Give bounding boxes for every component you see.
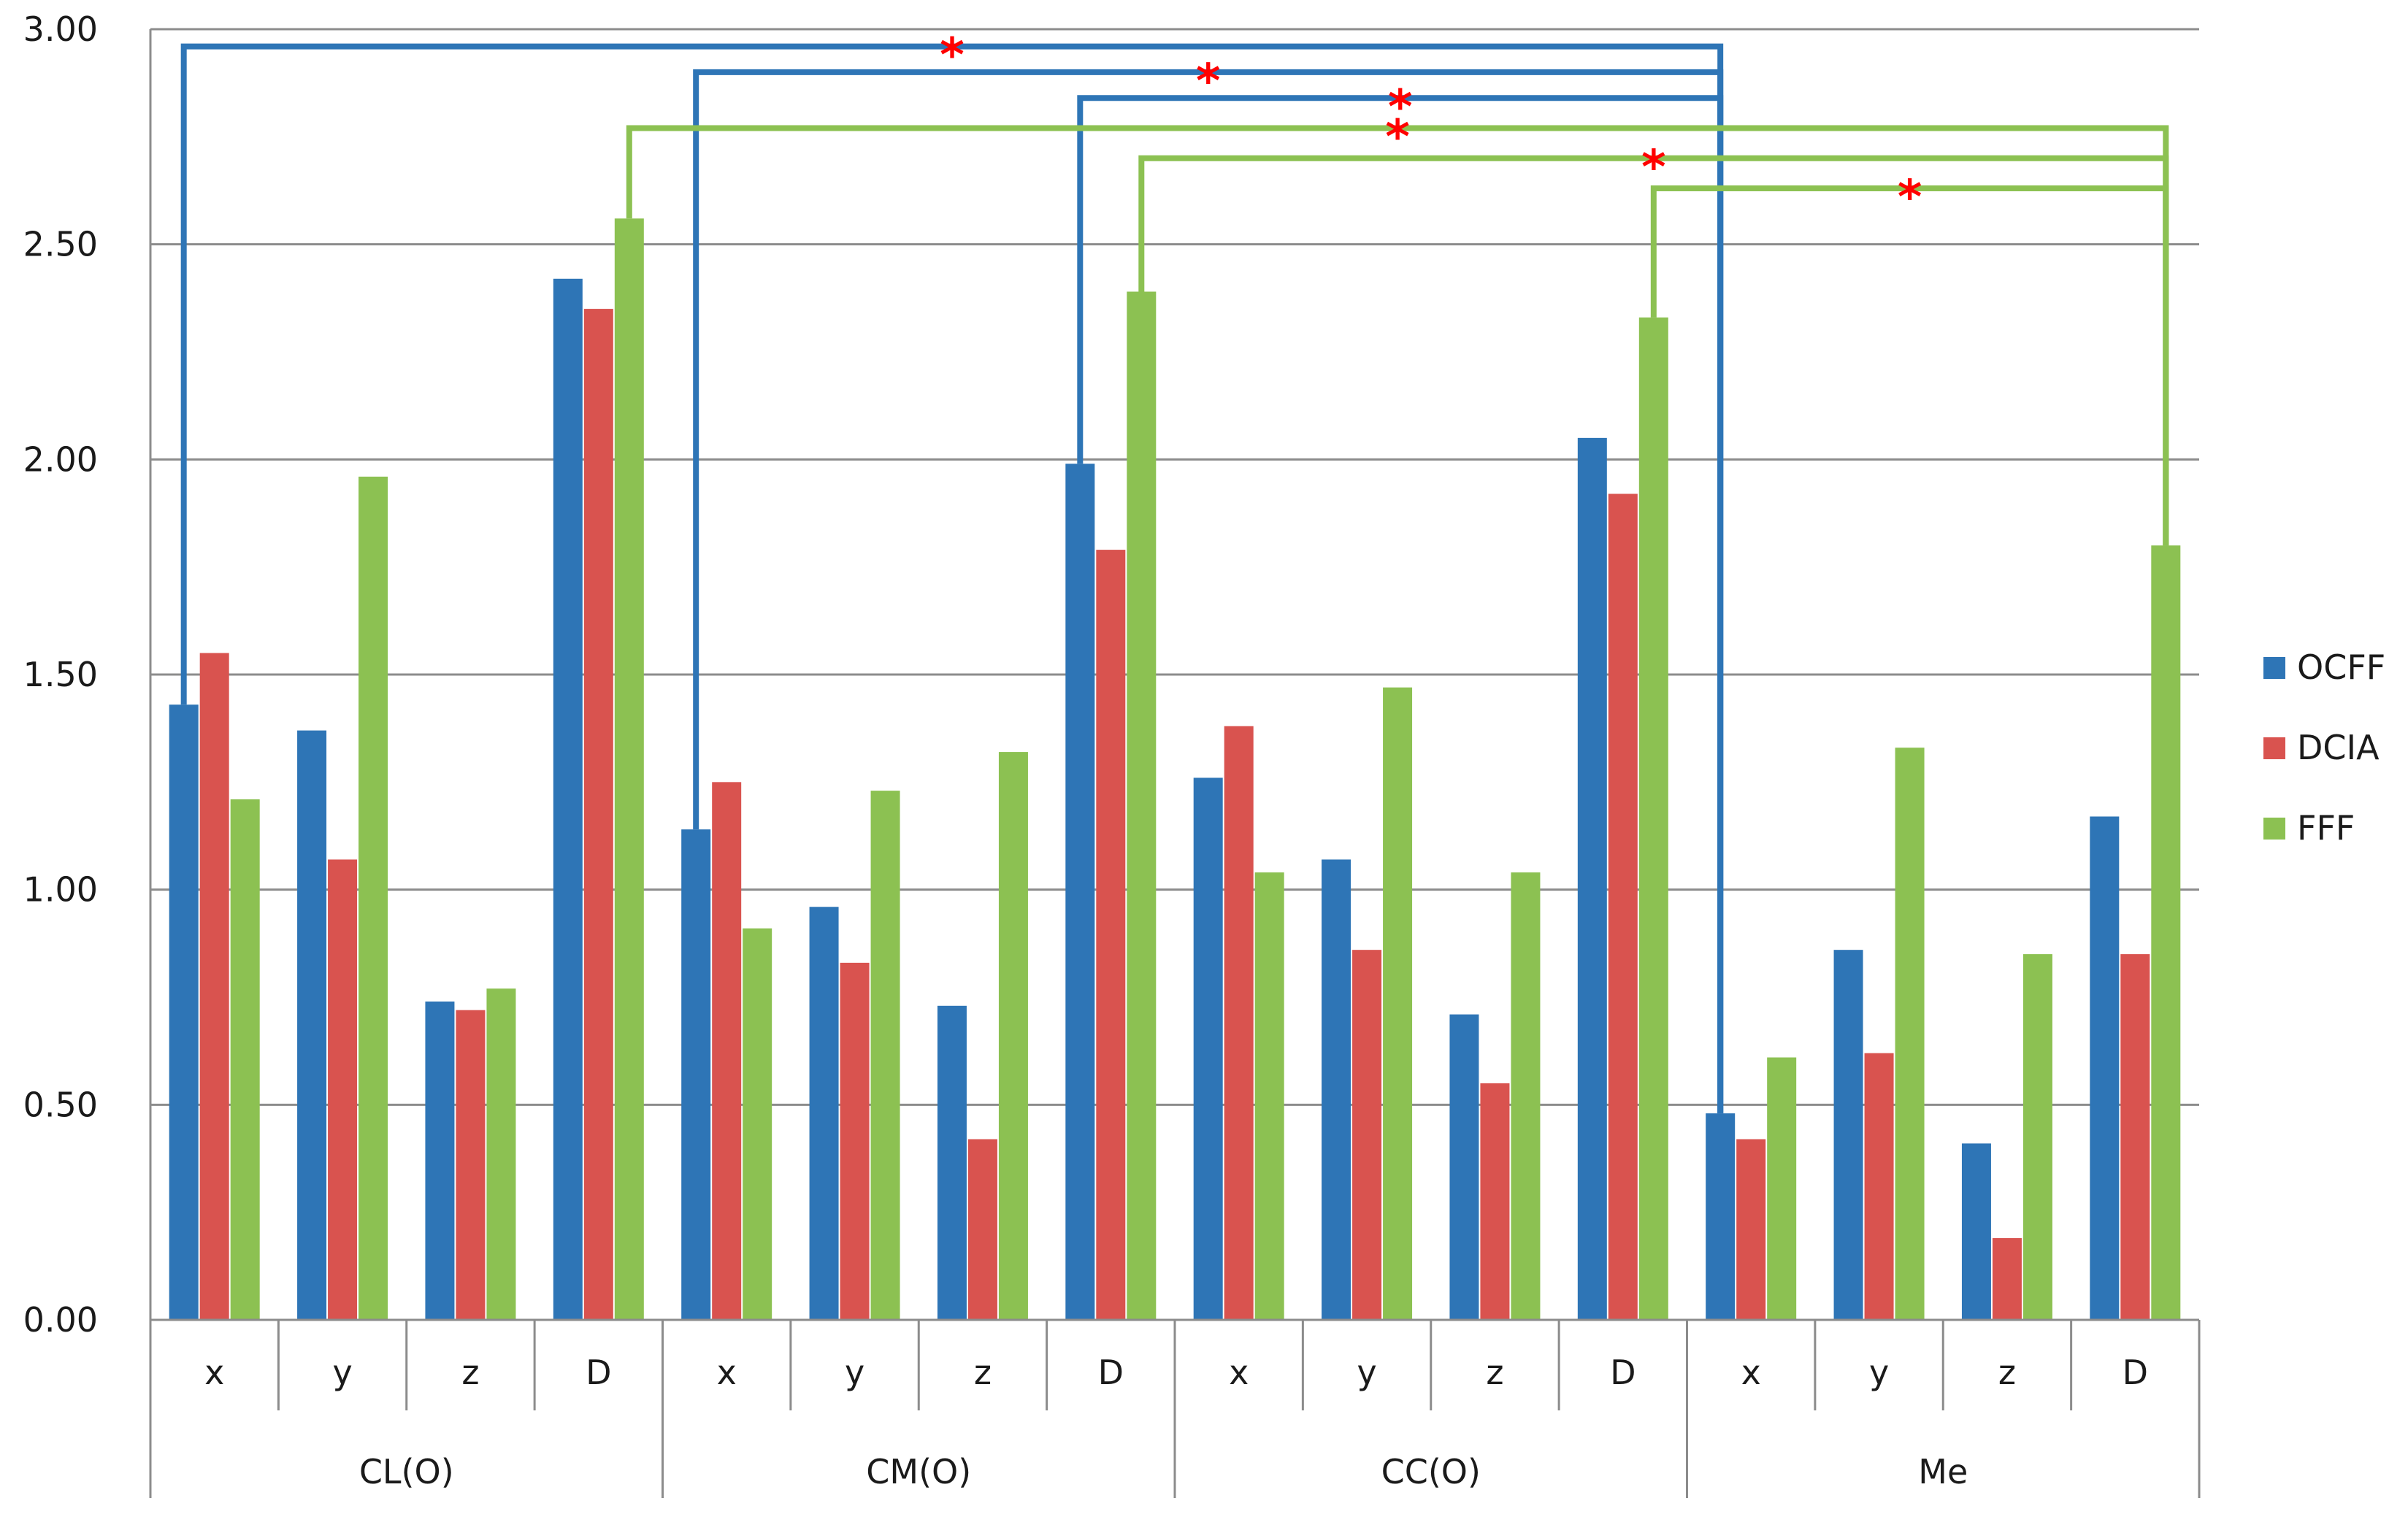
- bar-dcia-7: [1096, 550, 1126, 1321]
- significance-bracket-2: [1077, 95, 1724, 1114]
- bar-fff-9: [1383, 687, 1413, 1320]
- bar-ocff-5: [809, 907, 839, 1320]
- x-tick-label-cmo-d: D: [1098, 1353, 1124, 1392]
- bar-fff-5: [870, 791, 900, 1320]
- bar-ocff-1: [297, 730, 327, 1320]
- bracket-layer: * * ****: [180, 29, 2169, 1114]
- x-tick-label-cco-z: z: [1486, 1353, 1503, 1392]
- y-tick-label-1: 0.50: [23, 1085, 98, 1124]
- bar-dcia-14: [1992, 1238, 2022, 1320]
- bar-ocff-9: [1322, 859, 1351, 1320]
- group-label-cmo: CM(O): [866, 1452, 971, 1491]
- bar-dcia-0: [199, 653, 229, 1320]
- x-tick-label-clo-d: D: [586, 1353, 611, 1392]
- legend: OCFF DCIA FFF: [2263, 648, 2385, 848]
- bar-dcia-12: [1736, 1139, 1766, 1320]
- bar-fff-10: [1511, 872, 1541, 1320]
- bar-fff-0: [230, 799, 260, 1320]
- legend-label-fff: FFF: [2297, 808, 2355, 848]
- bar-fff-8: [1254, 872, 1284, 1320]
- group-label-me: Me: [1918, 1452, 1968, 1491]
- bar-dcia-3: [583, 309, 613, 1321]
- bar-ocff-3: [553, 278, 583, 1320]
- bar-ocff-4: [681, 829, 711, 1320]
- axis-layer: 0.00 0.50 1.00 1.50 2.00 2.50 3.00 x y z D CL(O) x y z…: [23, 9, 2201, 1498]
- bar-ocff-2: [425, 1001, 455, 1320]
- bar-ocff-13: [1833, 950, 1863, 1320]
- x-tick-label-clo-z: z: [461, 1353, 479, 1392]
- legend-label-dcia: DCIA: [2297, 728, 2380, 767]
- x-tick-label-cmo-y: y: [845, 1353, 864, 1392]
- x-tick-label-me-y: y: [1869, 1353, 1889, 1392]
- x-tick-label-cco-y: y: [1357, 1353, 1376, 1392]
- x-tick-label-clo-y: y: [332, 1353, 352, 1392]
- bar-ocff-12: [1706, 1113, 1736, 1320]
- bar-dcia-8: [1224, 726, 1254, 1320]
- bar-dcia-13: [1864, 1053, 1894, 1320]
- y-tick-label-6: 3.00: [23, 9, 98, 49]
- x-tick-label-cco-x: x: [1229, 1353, 1249, 1392]
- bar-fff-15: [2151, 545, 2181, 1321]
- bar-dcia-11: [1608, 493, 1638, 1320]
- bar-ocff-10: [1449, 1014, 1479, 1320]
- y-tick-label-3: 1.50: [23, 655, 98, 694]
- bar-dcia-9: [1352, 950, 1382, 1320]
- significance-bracket-0: [180, 43, 1724, 1114]
- bar-fff-3: [614, 218, 644, 1321]
- bar-dcia-5: [840, 962, 870, 1320]
- bar-ocff-7: [1065, 464, 1095, 1320]
- x-tick-label-clo-x: x: [204, 1353, 224, 1392]
- bar-ocff-11: [1577, 437, 1607, 1320]
- bar-ocff-6: [937, 1005, 967, 1320]
- bar-layer: [169, 218, 2181, 1321]
- bar-ocff-14: [1961, 1143, 1991, 1320]
- group-label-cco: CC(O): [1381, 1452, 1481, 1491]
- significance-bracket-5: [1650, 185, 2169, 546]
- y-tick-label-5: 2.50: [23, 225, 98, 264]
- bar-dcia-15: [2120, 954, 2150, 1320]
- x-tick-label-cmo-z: z: [974, 1353, 992, 1392]
- y-tick-label-4: 2.00: [23, 439, 98, 479]
- bar-fff-14: [2022, 954, 2052, 1320]
- bar-dcia-2: [456, 1010, 486, 1320]
- bar-dcia-6: [967, 1139, 997, 1320]
- bar-ocff-0: [169, 704, 199, 1320]
- bar-ocff-8: [1193, 777, 1223, 1320]
- bar-dcia-4: [712, 782, 742, 1320]
- bar-fff-1: [358, 476, 388, 1320]
- x-tick-label-me-z: z: [1998, 1353, 2016, 1392]
- legend-swatch-dcia: [2263, 737, 2285, 759]
- bar-dcia-1: [328, 859, 358, 1320]
- group-label-clo: CL(O): [359, 1452, 454, 1491]
- x-tick-label-cmo-x: x: [717, 1353, 737, 1392]
- x-tick-label-me-x: x: [1741, 1353, 1761, 1392]
- bar-fff-4: [743, 928, 772, 1320]
- bar-fff-2: [486, 988, 516, 1320]
- bar-fff-13: [1895, 748, 1925, 1320]
- significance-star-5: *: [1898, 171, 1922, 225]
- bar-ocff-15: [2090, 816, 2120, 1320]
- x-tick-label-cco-d: D: [1610, 1353, 1636, 1392]
- y-tick-label-2: 1.00: [23, 870, 98, 910]
- legend-swatch-fff: [2263, 818, 2285, 840]
- legend-label-ocff: OCFF: [2297, 648, 2385, 687]
- y-tick-label-0: 0.00: [23, 1300, 98, 1340]
- bar-fff-11: [1638, 317, 1668, 1321]
- legend-swatch-ocff: [2263, 657, 2285, 679]
- x-tick-label-me-d: D: [2123, 1353, 2148, 1392]
- bar-dcia-10: [1480, 1083, 1510, 1320]
- bar-fff-7: [1127, 291, 1157, 1320]
- bar-fff-6: [998, 752, 1028, 1320]
- bar-fff-12: [1767, 1057, 1797, 1320]
